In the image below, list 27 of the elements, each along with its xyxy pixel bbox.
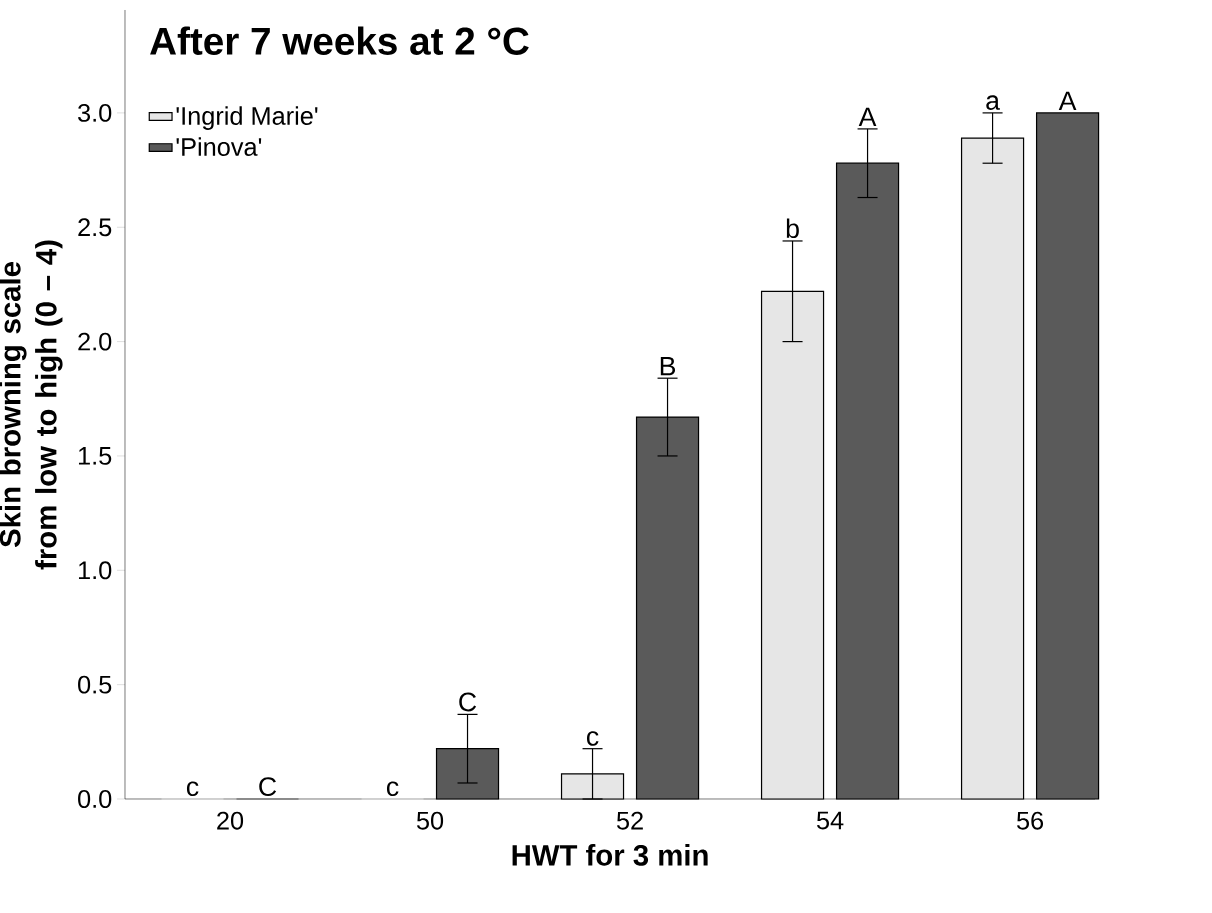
legend-label: 'Pinova' bbox=[176, 137, 262, 156]
data-label: c bbox=[386, 781, 399, 797]
y-tick-label: 1.0 bbox=[78, 561, 112, 580]
data-label: b bbox=[786, 218, 799, 239]
y-tick-label: 2.5 bbox=[78, 218, 112, 237]
data-label: c bbox=[587, 731, 599, 746]
data-label: C bbox=[459, 692, 477, 712]
data-label: A bbox=[1058, 91, 1077, 110]
y-tick-label: 0.5 bbox=[78, 675, 112, 694]
x-tick-label: 52 bbox=[616, 811, 643, 830]
data-label: c bbox=[186, 781, 199, 797]
x-tick-label: 20 bbox=[217, 811, 244, 830]
y-axis-title: Skin browning scale from low to high (0 – 4) bbox=[0, 240, 63, 570]
y-tick-label: 3.0 bbox=[78, 103, 112, 122]
data-label: a bbox=[986, 95, 1000, 110]
legend-label: 'Ingrid Marie' bbox=[176, 106, 318, 130]
x-tick-label: 54 bbox=[816, 811, 844, 830]
x-axis-title: HWT for 3 min bbox=[512, 844, 708, 866]
data-label: C bbox=[259, 777, 277, 797]
x-tick-label: 56 bbox=[1016, 811, 1044, 830]
y-tick-label: 1.5 bbox=[78, 447, 112, 465]
y-tick-label: 0.0 bbox=[78, 790, 112, 808]
data-label: B bbox=[660, 356, 676, 376]
x-tick-label: 50 bbox=[416, 811, 444, 830]
data-label: A bbox=[858, 107, 877, 126]
y-tick-label: 2.0 bbox=[78, 332, 112, 351]
chart-title: After 7 weeks at 2 °C bbox=[150, 26, 529, 55]
